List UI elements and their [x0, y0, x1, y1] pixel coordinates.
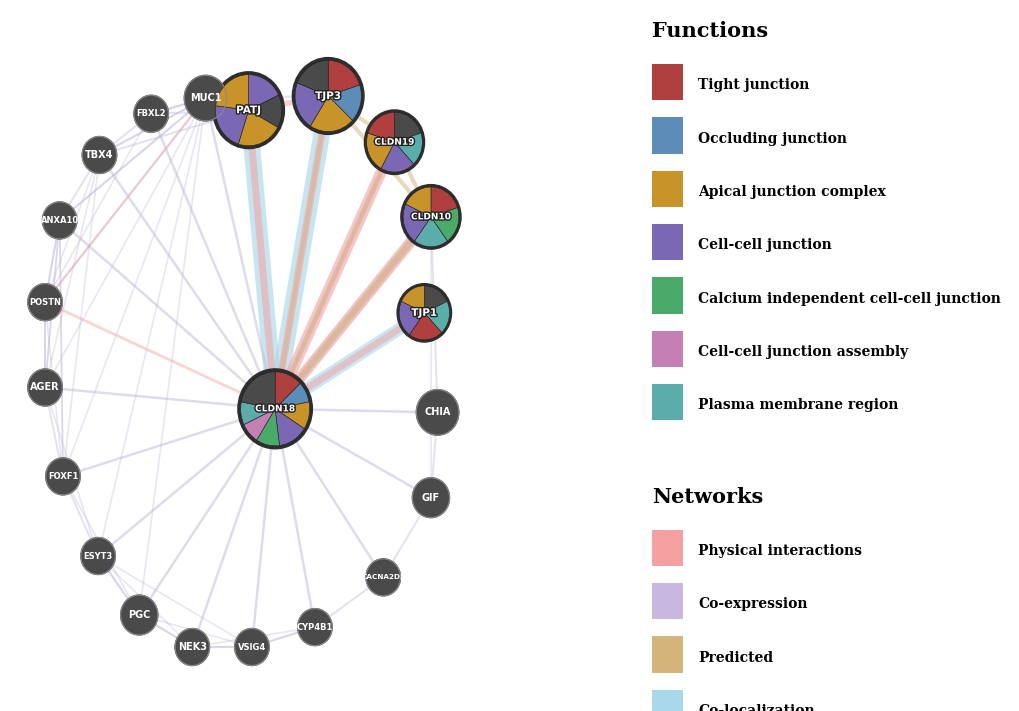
Circle shape	[46, 458, 81, 495]
FancyBboxPatch shape	[651, 277, 682, 314]
Wedge shape	[257, 409, 279, 446]
Wedge shape	[328, 60, 360, 96]
Circle shape	[83, 137, 116, 173]
Wedge shape	[215, 106, 249, 144]
Text: Physical interactions: Physical interactions	[698, 544, 861, 558]
Text: Occluding junction: Occluding junction	[698, 132, 847, 146]
Text: CYP4B1: CYP4B1	[297, 623, 333, 631]
Circle shape	[400, 185, 461, 249]
Text: Co-expression: Co-expression	[698, 597, 807, 611]
Text: CLDN19: CLDN19	[374, 138, 414, 146]
Text: MUC1: MUC1	[190, 93, 221, 103]
FancyBboxPatch shape	[651, 224, 682, 260]
Text: Functions: Functions	[651, 21, 767, 41]
Wedge shape	[249, 75, 278, 110]
Wedge shape	[394, 133, 422, 164]
Circle shape	[412, 478, 449, 518]
FancyBboxPatch shape	[651, 636, 682, 673]
Wedge shape	[249, 95, 281, 127]
Wedge shape	[298, 60, 328, 96]
Text: CACNA2D2: CACNA2D2	[361, 574, 405, 580]
Text: CHIA: CHIA	[424, 407, 450, 417]
Text: Co-localization: Co-localization	[698, 704, 814, 711]
Text: Calcium independent cell-cell junction: Calcium independent cell-cell junction	[698, 292, 1001, 306]
Text: Tight junction: Tight junction	[698, 78, 809, 92]
FancyBboxPatch shape	[651, 331, 682, 367]
Wedge shape	[403, 204, 431, 241]
Wedge shape	[310, 96, 352, 132]
Text: GIF: GIF	[422, 493, 439, 503]
Text: Plasma membrane region: Plasma membrane region	[698, 398, 898, 412]
Wedge shape	[240, 402, 275, 424]
Wedge shape	[424, 286, 446, 313]
Wedge shape	[216, 75, 249, 110]
FancyBboxPatch shape	[651, 384, 682, 420]
Text: Apical junction complex: Apical junction complex	[698, 185, 886, 199]
Text: ANXA10: ANXA10	[41, 216, 78, 225]
Circle shape	[364, 110, 424, 174]
Wedge shape	[394, 112, 421, 142]
Wedge shape	[275, 372, 300, 409]
Wedge shape	[294, 83, 328, 126]
Circle shape	[43, 202, 76, 239]
Wedge shape	[368, 112, 394, 142]
Text: PGC: PGC	[128, 610, 150, 620]
Wedge shape	[406, 187, 431, 217]
FancyBboxPatch shape	[651, 117, 682, 154]
Wedge shape	[401, 286, 424, 313]
Text: TBX4: TBX4	[86, 150, 113, 160]
FancyBboxPatch shape	[651, 530, 682, 566]
Wedge shape	[366, 133, 394, 169]
Wedge shape	[431, 208, 459, 241]
Text: Predicted: Predicted	[698, 651, 772, 665]
Wedge shape	[242, 372, 275, 409]
Wedge shape	[381, 142, 413, 172]
Wedge shape	[398, 301, 424, 335]
Circle shape	[234, 629, 269, 665]
Circle shape	[366, 559, 400, 596]
Text: FOXF1: FOXF1	[48, 472, 78, 481]
Circle shape	[81, 538, 115, 574]
Circle shape	[416, 390, 459, 435]
Circle shape	[120, 595, 158, 635]
FancyBboxPatch shape	[651, 690, 682, 711]
Text: AGER: AGER	[31, 383, 60, 392]
Circle shape	[237, 369, 312, 449]
Circle shape	[28, 369, 62, 406]
Circle shape	[184, 75, 226, 121]
Wedge shape	[431, 187, 457, 217]
FancyBboxPatch shape	[651, 171, 682, 207]
Circle shape	[292, 58, 364, 134]
Text: FBXL2: FBXL2	[137, 109, 166, 118]
Wedge shape	[409, 313, 441, 340]
Wedge shape	[414, 217, 447, 247]
Text: ESYT3: ESYT3	[84, 552, 113, 560]
Text: VSIG4: VSIG4	[237, 643, 266, 651]
Circle shape	[28, 284, 62, 321]
Text: TJP3: TJP3	[315, 91, 340, 101]
Wedge shape	[275, 402, 310, 429]
Circle shape	[396, 284, 451, 342]
Wedge shape	[238, 110, 277, 146]
Wedge shape	[244, 409, 275, 440]
Text: CLDN18: CLDN18	[255, 405, 294, 413]
Circle shape	[175, 629, 209, 665]
Text: PATJ: PATJ	[235, 105, 261, 115]
Text: NEK3: NEK3	[177, 642, 207, 652]
Wedge shape	[328, 85, 361, 120]
Circle shape	[298, 609, 332, 646]
Wedge shape	[275, 383, 309, 409]
Circle shape	[213, 72, 284, 149]
FancyBboxPatch shape	[651, 64, 682, 100]
Wedge shape	[275, 409, 304, 446]
FancyBboxPatch shape	[651, 583, 682, 619]
Text: Cell-cell junction: Cell-cell junction	[698, 238, 832, 252]
Text: Cell-cell junction assembly: Cell-cell junction assembly	[698, 345, 908, 359]
Text: TJP1: TJP1	[411, 308, 437, 318]
Text: Networks: Networks	[651, 487, 762, 507]
Text: POSTN: POSTN	[30, 298, 61, 306]
Circle shape	[133, 95, 168, 132]
Text: CLDN10: CLDN10	[411, 213, 450, 221]
Wedge shape	[424, 301, 449, 333]
